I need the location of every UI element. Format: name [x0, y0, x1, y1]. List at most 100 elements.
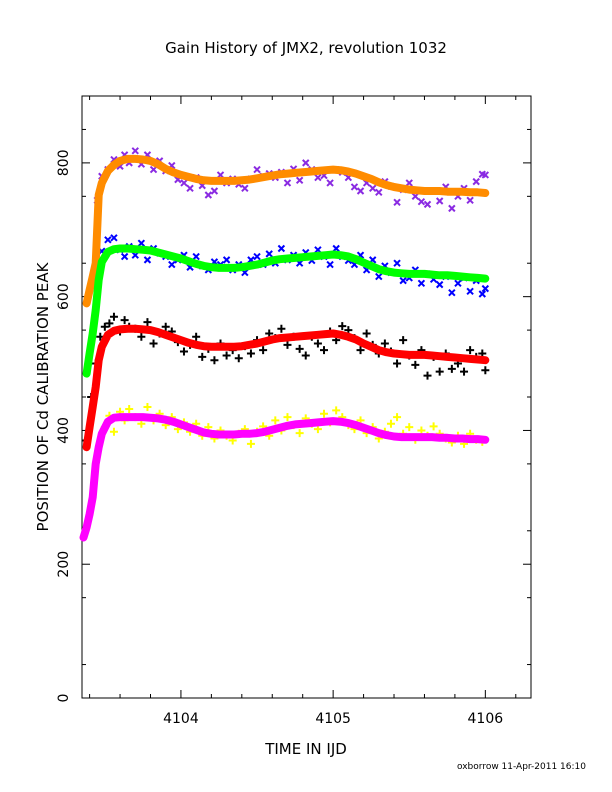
- series-5-point: [89, 330, 96, 337]
- series-5-point: [95, 276, 102, 283]
- series-4: [82, 154, 490, 308]
- series-2-point: [179, 347, 188, 356]
- series-1-point: [326, 260, 334, 269]
- series-5-point: [86, 350, 93, 357]
- series-1-point: [253, 252, 261, 261]
- series-0: [93, 147, 490, 213]
- series-0-point: [314, 173, 322, 182]
- series-4-point: [95, 191, 102, 198]
- plot-frame: [81, 95, 532, 699]
- series-2-point: [100, 322, 109, 331]
- series-0-point: [295, 176, 304, 184]
- series-1-point: [481, 284, 490, 293]
- series-0-point: [204, 191, 213, 199]
- series-2-point: [301, 351, 310, 360]
- series-2-point: [313, 339, 322, 348]
- series-0-point: [405, 179, 413, 187]
- series-6-point: [98, 343, 105, 350]
- series-2-point: [198, 352, 207, 361]
- series-0-point: [466, 196, 474, 205]
- series-5-point: [83, 370, 90, 377]
- series-2-point: [222, 351, 231, 360]
- series-2-point: [460, 367, 469, 376]
- series-2-point: [137, 332, 146, 341]
- series-1-point: [399, 276, 407, 285]
- series-3-point: [271, 416, 280, 425]
- y-tick-label: 800: [56, 150, 72, 177]
- series-3-point: [320, 409, 329, 418]
- series-2-point: [399, 336, 408, 345]
- series-2-point: [234, 354, 243, 363]
- series-2-point: [380, 339, 389, 348]
- series-0-point: [131, 147, 139, 155]
- y-tick-label: 0: [56, 694, 72, 703]
- series-0-point: [302, 159, 310, 167]
- series-2-point: [259, 346, 268, 355]
- y-tick-label: 200: [56, 551, 72, 578]
- series-0-point: [472, 177, 480, 186]
- series-1-point: [265, 250, 273, 258]
- series-1-point: [435, 280, 444, 289]
- series-2-point: [320, 346, 329, 355]
- series-3-point: [143, 403, 152, 412]
- series-2-point: [362, 329, 371, 338]
- series-2-point: [447, 364, 456, 373]
- series-1-point: [143, 256, 152, 264]
- series-2-point: [161, 322, 170, 331]
- series-3-point: [295, 429, 304, 438]
- series-1-point: [466, 287, 474, 296]
- series-2-point: [435, 367, 444, 376]
- x-tick-label: 4106: [468, 711, 504, 727]
- series-1-point: [120, 252, 129, 261]
- series-0-point: [180, 179, 188, 187]
- series-0-point: [149, 165, 158, 174]
- series-2-point: [466, 346, 475, 355]
- series-0-point: [369, 184, 377, 193]
- series-2-point: [210, 356, 219, 365]
- series-3-point: [386, 419, 395, 428]
- series-2-point: [283, 340, 292, 349]
- series-6-point: [92, 383, 99, 390]
- series-0-point: [253, 165, 261, 174]
- series-7-point: [89, 494, 96, 501]
- series-1-point: [454, 279, 462, 287]
- series-1-point: [168, 260, 176, 269]
- series-1-point: [448, 288, 456, 297]
- series-4-point: [86, 286, 93, 293]
- series-7-point: [95, 444, 102, 451]
- series-2-point: [192, 332, 201, 341]
- series-0-point: [326, 179, 334, 187]
- series-3-point: [429, 422, 438, 431]
- series-7-smooth-line: [79, 413, 490, 542]
- series-1-point: [375, 272, 383, 281]
- series-0-point: [186, 184, 194, 193]
- series-3-point: [109, 427, 118, 436]
- series-6: [82, 324, 490, 452]
- data-marks: [79, 147, 490, 542]
- series-3-point: [405, 423, 414, 432]
- series-0-point: [375, 188, 383, 197]
- y-axis-label: POSITION OF Cd CALIBRATION PEAK: [34, 261, 52, 531]
- series-1-point: [222, 256, 231, 264]
- series-1-point: [478, 290, 487, 298]
- series-2-point: [356, 346, 365, 355]
- series-0-point: [417, 197, 426, 206]
- series-6-point: [89, 404, 96, 411]
- series-5-point: [98, 258, 105, 265]
- series-2-point: [295, 344, 304, 353]
- series-2-point: [246, 349, 255, 358]
- series-4-smooth-line: [82, 154, 490, 308]
- series-3-point: [332, 406, 341, 415]
- series-7-point: [80, 534, 87, 541]
- series-4-point: [98, 179, 105, 186]
- series-6-point: [86, 424, 93, 431]
- series-2-point: [411, 360, 420, 369]
- series-5-smooth-line: [82, 244, 490, 378]
- series-0-point: [283, 179, 292, 187]
- footer-credit: oxborrow 11-Apr-2011 16:10: [457, 762, 586, 772]
- series-6-point: [95, 357, 102, 364]
- series-2-point: [277, 324, 286, 333]
- series-1-point: [192, 252, 200, 261]
- series-2-point: [481, 366, 490, 375]
